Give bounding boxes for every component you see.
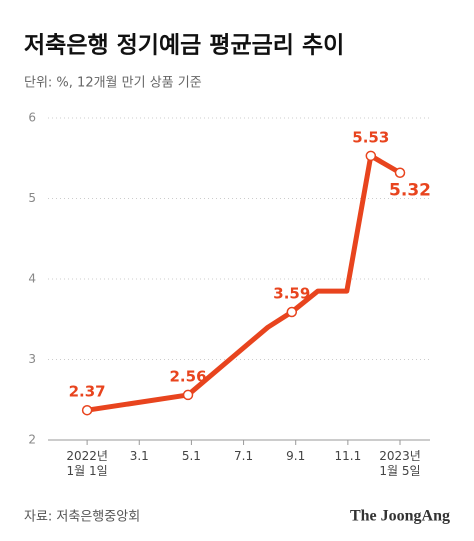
line <box>86 153 402 413</box>
x-tick-label: 5.1 <box>182 449 201 463</box>
y-tick-label: 3 <box>28 352 36 366</box>
point-marker <box>394 167 406 178</box>
x-tick-label: 3.1 <box>130 449 149 463</box>
data-label: 2.56 <box>170 367 207 385</box>
x-tick-label: 2023년 1월 5일 <box>379 449 421 478</box>
point-marker <box>81 404 93 416</box>
y-tick-label: 2 <box>28 433 36 447</box>
x-tick-label: 11.1 <box>335 449 362 463</box>
data-label: 5.32 <box>389 181 431 201</box>
data-label: 5.53 <box>352 128 389 146</box>
x-tick-label: 9.1 <box>286 449 305 463</box>
source: 자료: 저축은행중앙회 <box>24 509 140 525</box>
x-tick-label: 7.1 <box>234 449 253 463</box>
chart-subtitle: 단위: %, 12개월 만기 상품 기준 <box>24 76 202 91</box>
point-marker <box>365 150 377 162</box>
data-label: 2.37 <box>69 383 106 401</box>
x-tick-label: 2022년 1월 1일 <box>66 449 108 478</box>
y-tick-label: 4 <box>28 272 36 286</box>
y-tick-label: 6 <box>28 111 36 125</box>
data-label: 3.59 <box>273 285 310 303</box>
point-marker <box>182 389 194 401</box>
chart-title: 저축은행 정기예금 평균금리 추이 <box>24 33 344 59</box>
brand: The JoongAng <box>350 508 450 525</box>
y-tick-label: 5 <box>28 191 36 205</box>
point-marker <box>286 306 298 318</box>
